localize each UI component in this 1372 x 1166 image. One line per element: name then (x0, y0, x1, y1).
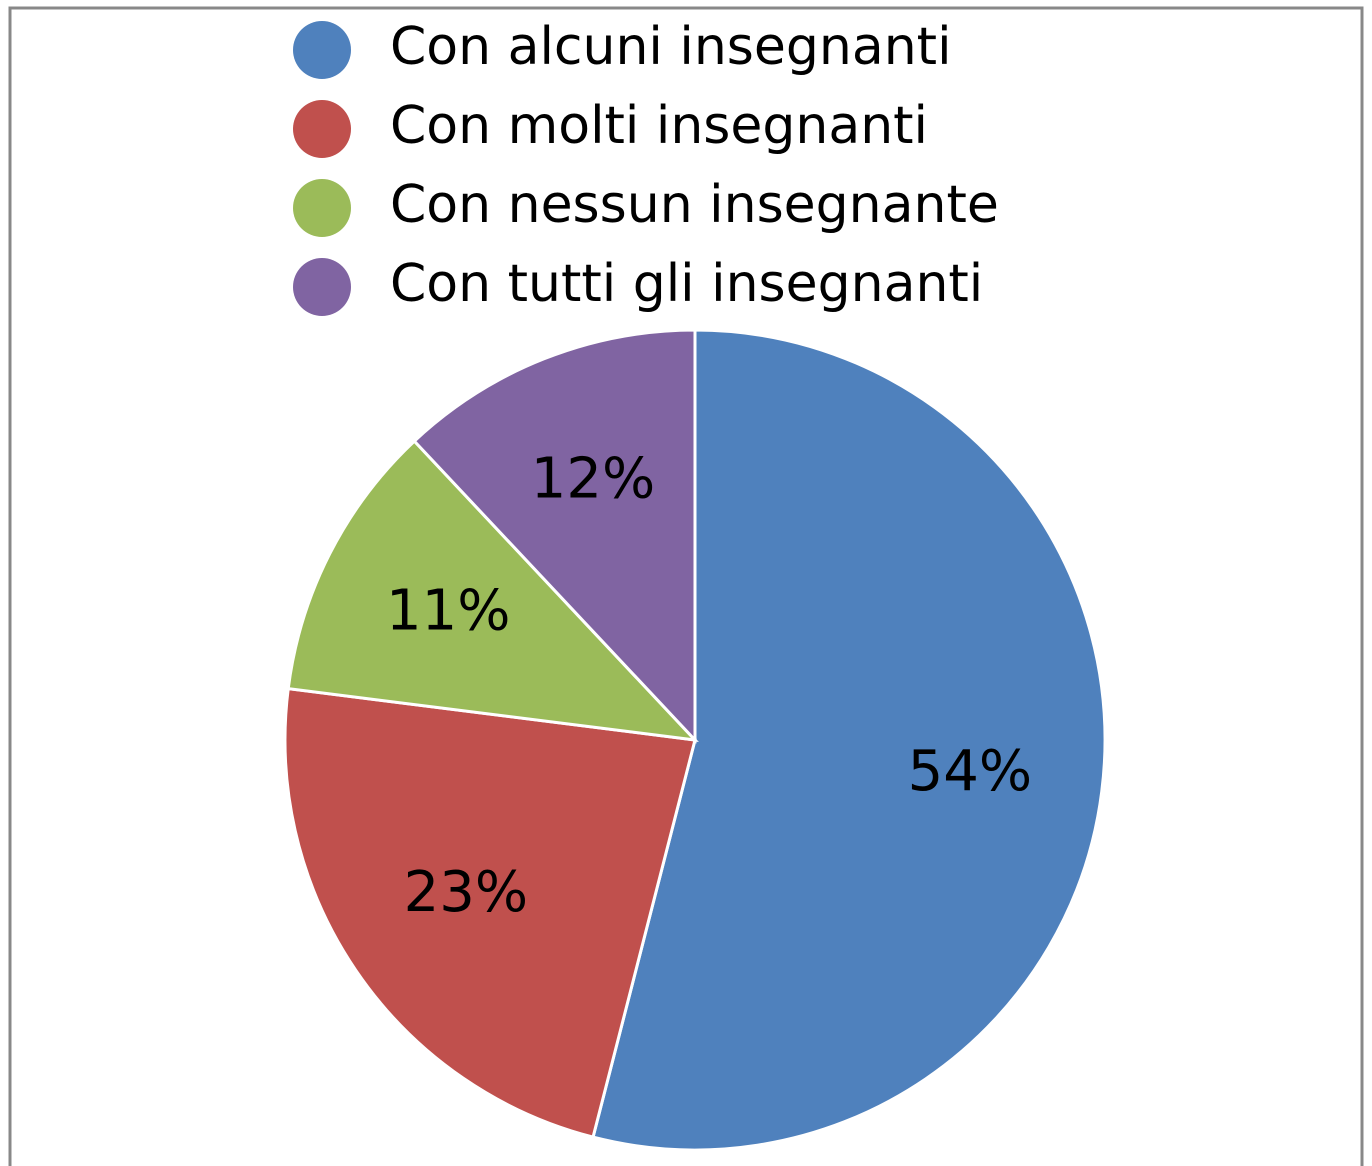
data-label: 23% (404, 860, 528, 925)
legend-swatch (293, 21, 351, 79)
legend-label: Con alcuni insegnanti (390, 17, 952, 77)
data-label: 54% (908, 739, 1032, 804)
legend-swatch (293, 179, 351, 237)
legend-label: Con tutti gli insegnanti (390, 254, 983, 314)
legend-label: Con nessun insegnante (390, 175, 999, 235)
legend-swatch (293, 100, 351, 158)
data-label: 11% (386, 578, 510, 643)
data-label: 12% (531, 447, 655, 512)
legend-label: Con molti insegnanti (390, 96, 928, 156)
pie-slice (591, 328, 1107, 1152)
legend-swatch (293, 258, 351, 316)
pie-slice (412, 328, 697, 744)
pie-slice (283, 686, 697, 1139)
pie-slice (286, 439, 699, 743)
